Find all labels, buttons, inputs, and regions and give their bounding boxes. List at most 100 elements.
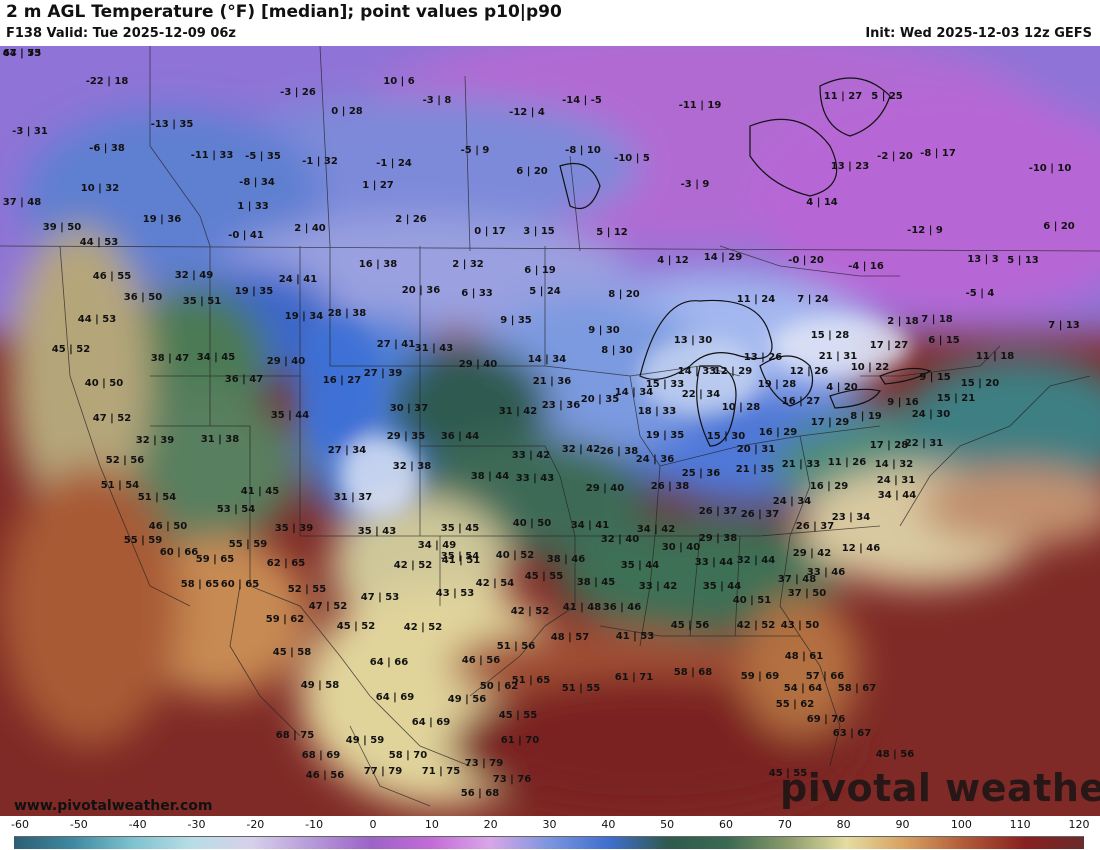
point-value: 10 | 28: [721, 402, 761, 413]
point-value: 34 | 45: [196, 352, 236, 363]
point-value: 16 | 27: [781, 396, 821, 407]
point-value: 64 | 66: [369, 657, 409, 668]
point-value: 30 | 40: [661, 542, 701, 553]
point-value: 58 | 70: [388, 750, 428, 761]
point-value: 59 | 65: [195, 554, 235, 565]
point-value: 45 | 55: [768, 768, 808, 779]
point-value: 31 | 38: [200, 434, 240, 445]
point-value: 44 | 53: [79, 237, 119, 248]
point-value: 51 | 56: [496, 641, 536, 652]
point-value: 9 | 35: [500, 315, 532, 326]
point-value: 33 | 44: [694, 557, 734, 568]
point-value: 24 | 41: [278, 274, 318, 285]
point-value: 22 | 31: [904, 438, 944, 449]
point-value: 40 | 50: [84, 378, 124, 389]
point-value: 45 | 55: [498, 710, 538, 721]
point-value: 47 | 52: [92, 413, 132, 424]
point-value: 26 | 38: [650, 481, 690, 492]
point-value: 31 | 37: [333, 492, 373, 503]
point-value: -12 | 9: [907, 225, 943, 236]
point-value: -3 | 31: [12, 126, 48, 137]
point-value: 32 | 39: [135, 435, 175, 446]
point-value: 42 | 52: [403, 622, 443, 633]
point-value: 7 | 18: [921, 314, 953, 325]
point-value: 13 | 30: [673, 335, 713, 346]
point-value: 41 | 45: [240, 486, 280, 497]
point-value: 19 | 28: [757, 379, 797, 390]
point-value: 11 | 18: [975, 351, 1015, 362]
point-value: 48 | 56: [875, 749, 915, 760]
point-value: 51 | 54: [137, 492, 177, 503]
point-value: 29 | 40: [585, 483, 625, 494]
point-value: 5 | 13: [1007, 255, 1039, 266]
point-value: 15 | 20: [960, 378, 1000, 389]
colorbar-tick: -20: [246, 818, 265, 831]
point-value: -5 | 4: [965, 288, 995, 299]
point-value: 63 | 67: [832, 728, 872, 739]
point-value: 28 | 38: [327, 308, 367, 319]
point-value: 35 | 44: [270, 410, 310, 421]
point-value: 26 | 38: [599, 446, 639, 457]
point-value: 24 | 30: [911, 409, 951, 420]
point-value: 62 | 65: [266, 558, 306, 569]
point-value: 26 | 37: [698, 506, 738, 517]
point-value: 32 | 49: [174, 270, 214, 281]
point-value: 33 | 43: [515, 473, 555, 484]
point-value: 16 | 29: [809, 481, 849, 492]
map-title: 2 m AGL Temperature (°F) [median]; point…: [6, 2, 562, 22]
point-value: 49 | 59: [345, 735, 385, 746]
point-value: 9 | 16: [887, 397, 919, 408]
point-value: 61 | 70: [500, 735, 540, 746]
point-value: 52 | 55: [287, 584, 327, 595]
point-value: 29 | 35: [386, 431, 426, 442]
point-value: 36 | 46: [602, 602, 642, 613]
point-value: 68 | 69: [301, 750, 341, 761]
point-value: -6 | 38: [89, 143, 125, 154]
point-value: -3 | 26: [280, 87, 316, 98]
point-value: 32 | 42: [561, 444, 601, 455]
website-url[interactable]: www.pivotalweather.com: [14, 798, 213, 814]
point-value: 35 | 54: [440, 551, 480, 562]
point-value: 14 | 34: [614, 387, 654, 398]
point-value: 37 | 50: [787, 588, 827, 599]
point-value: 21 | 33: [781, 459, 821, 470]
point-value: 6 | 20: [1043, 221, 1075, 232]
point-value: 2 | 18: [887, 316, 919, 327]
point-value: 6 | 19: [524, 265, 556, 276]
point-value: 24 | 31: [876, 475, 916, 486]
point-value: 73 | 79: [464, 758, 504, 769]
point-value: 69 | 76: [806, 714, 846, 725]
point-value: 35 | 45: [440, 523, 480, 534]
point-value: 41 | 48: [562, 602, 602, 613]
point-value: 27 | 39: [363, 368, 403, 379]
point-value: 16 | 38: [358, 259, 398, 270]
point-value: 46 | 56: [461, 655, 501, 666]
point-value: 6 | 33: [461, 288, 493, 299]
point-value: 18 | 33: [637, 406, 677, 417]
point-value: 50 | 62: [479, 681, 519, 692]
point-value: 27 | 34: [327, 445, 367, 456]
colorbar-tick: -50: [69, 818, 88, 831]
point-value: 73 | 76: [492, 774, 532, 785]
point-value: 5 | 24: [529, 286, 561, 297]
point-value: 36 | 44: [440, 431, 480, 442]
point-value: -1 | 24: [376, 158, 412, 169]
point-value: 36 | 50: [123, 292, 163, 303]
point-value: 59 | 69: [740, 671, 780, 682]
point-value: 14 | 32: [874, 459, 914, 470]
point-value: 11 | 26: [827, 457, 867, 468]
point-value: 64 | 69: [375, 692, 415, 703]
point-value: 55 | 59: [228, 539, 268, 550]
point-value: 33 | 42: [638, 581, 678, 592]
point-value: 59 | 62: [265, 614, 305, 625]
point-value: 35 | 44: [620, 560, 660, 571]
point-value: 17 | 28: [869, 440, 909, 451]
point-value: 14 | 29: [703, 252, 743, 263]
point-value: 45 | 58: [272, 647, 312, 658]
point-value: 49 | 58: [300, 680, 340, 691]
point-value: 43 | 53: [435, 588, 475, 599]
colorbar-tick: 0: [369, 818, 377, 831]
point-value: 48 | 61: [784, 651, 824, 662]
point-value: 56 | 68: [460, 788, 500, 799]
point-value: 49 | 56: [447, 694, 487, 705]
